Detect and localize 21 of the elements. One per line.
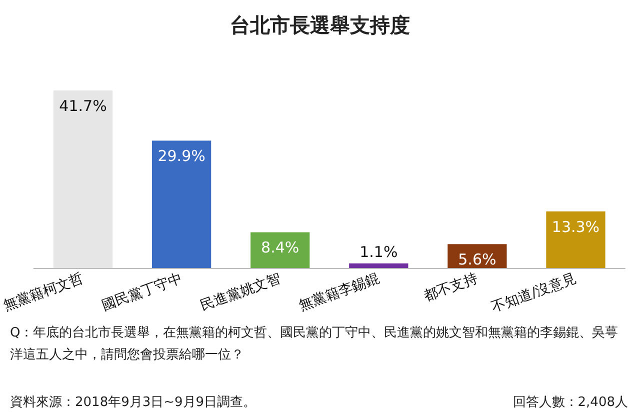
x-tick-label: 不知道/沒意見 (490, 270, 578, 316)
data-label: 1.1% (360, 242, 398, 261)
data-label: 8.4% (261, 238, 300, 257)
text: Q：年底的台北市長選舉，在無黨籍的柯文哲、國民黨的丁守中、民進黨的姚文智和無黨籍的李錫錕、吳萼洋這五人之中，請問您會投票給哪一位？ (10, 326, 618, 362)
x-tick-label: 無黨籍李錫錕 (296, 270, 382, 314)
bar (546, 211, 606, 268)
data-label: 29.9% (158, 147, 206, 166)
text: 回答人數：2,408人 (512, 395, 628, 410)
data-label: 5.6% (458, 250, 496, 269)
x-tick-label: 無黨籍柯文哲 (1, 270, 86, 314)
bar (152, 140, 212, 268)
x-tick-label: 都不支持 (422, 270, 480, 305)
bar (53, 90, 113, 268)
x-tick-label: 國民黨丁守中 (100, 270, 184, 314)
bar (250, 232, 310, 268)
source-note: 資料來源：2018年9月3日~9月9日調查。 (10, 395, 256, 410)
data-label: 13.3% (552, 218, 600, 236)
x-tick-label: 民進黨姚文智 (198, 270, 283, 314)
data-label: 41.7% (59, 96, 107, 115)
chart-title: 台北市長選舉支持度 (230, 13, 410, 37)
bar (349, 263, 408, 268)
